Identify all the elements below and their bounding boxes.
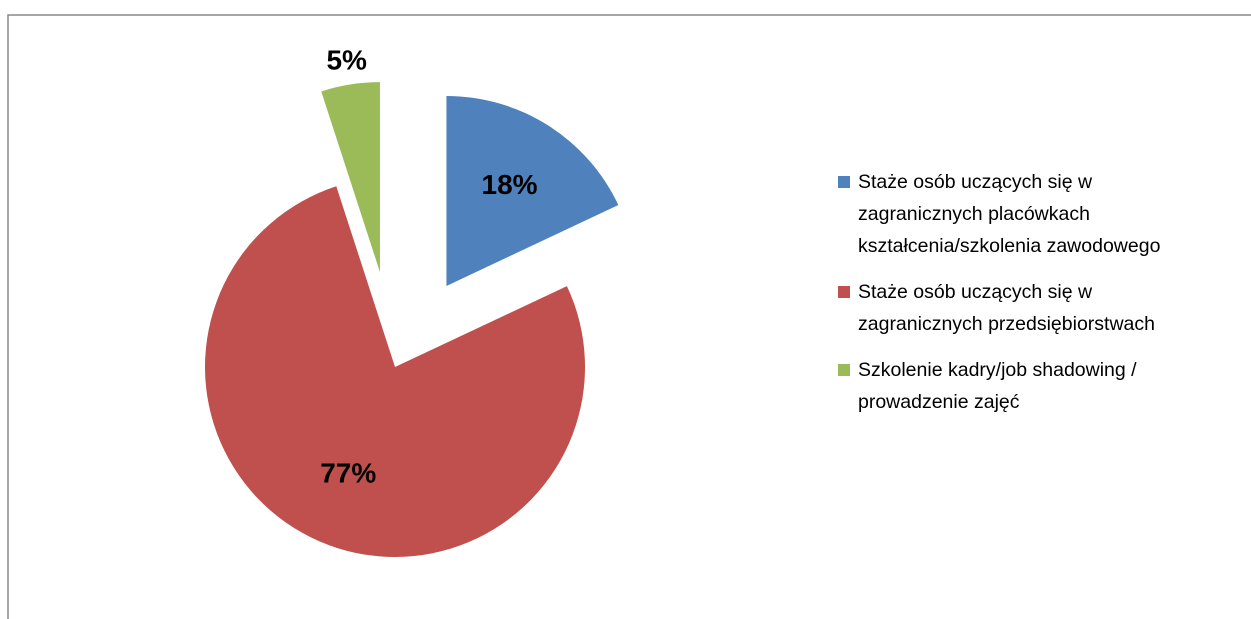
pie-slice [205, 186, 585, 557]
slice-label: 77% [320, 458, 376, 489]
legend-label: Staże osób uczących się w zagranicznych … [858, 171, 1161, 257]
legend-item: Staże osób uczących się w zagranicznych … [838, 276, 1203, 340]
legend-item: Szkolenie kadry/job shadowing / prowadze… [838, 354, 1203, 418]
legend-swatch [838, 364, 850, 376]
legend-item: Staże osób uczących się w zagranicznych … [838, 166, 1203, 262]
frame [7, 14, 1251, 619]
legend: Staże osób uczących się w zagranicznych … [838, 166, 1203, 432]
slice-label: 5% [326, 44, 367, 75]
legend-swatch [838, 286, 850, 298]
slice-label: 18% [482, 169, 538, 200]
pie-slice [446, 95, 619, 286]
legend-label: Staże osób uczących się w zagranicznych … [858, 281, 1155, 335]
legend-label: Szkolenie kadry/job shadowing / prowadze… [858, 359, 1137, 413]
pie-slice [321, 82, 380, 273]
legend-swatch [838, 176, 850, 188]
